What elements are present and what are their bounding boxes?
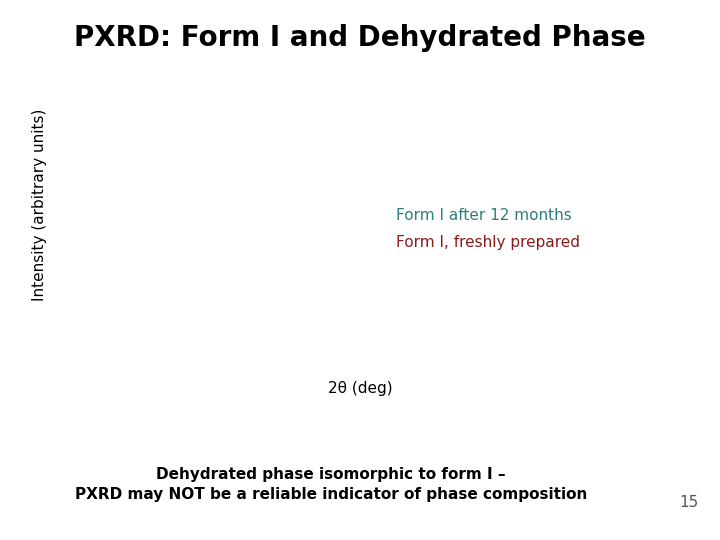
Text: Dehydrated phase isomorphic to form I –
PXRD may NOT be a reliable indicator of : Dehydrated phase isomorphic to form I – … [75, 467, 588, 502]
Text: Form I after 12 months: Form I after 12 months [396, 208, 572, 223]
Text: PXRD: Form I and Dehydrated Phase: PXRD: Form I and Dehydrated Phase [74, 24, 646, 52]
Text: Form I, freshly prepared: Form I, freshly prepared [396, 235, 580, 250]
Text: Intensity (arbitrary units): Intensity (arbitrary units) [32, 109, 47, 301]
Text: 15: 15 [679, 495, 698, 510]
Text: 2θ (deg): 2θ (deg) [328, 381, 392, 396]
